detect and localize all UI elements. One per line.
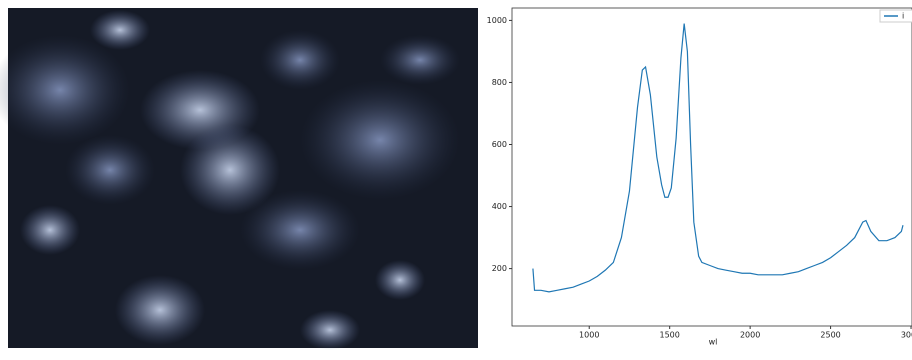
x-tick-label: 1500 xyxy=(660,331,680,340)
chart: wl 200 400 600 800 1000 1000 1500 2000 2500 3000 i xyxy=(487,7,912,347)
legend-label: i xyxy=(902,12,904,21)
y-tick-label: 800 xyxy=(492,78,507,87)
microscope-photo xyxy=(0,8,478,350)
y-tick-label: 200 xyxy=(492,264,507,273)
plot-frame xyxy=(511,7,912,327)
y-tick-label: 1000 xyxy=(487,16,507,25)
x-tick-label: 3000 xyxy=(901,331,912,340)
y-tick-label: 400 xyxy=(492,202,507,211)
x-tick-label: 2000 xyxy=(740,331,760,340)
x-axis-label: wl xyxy=(709,338,718,347)
y-tick-label: 600 xyxy=(492,140,507,149)
x-tick-label: 2500 xyxy=(820,331,840,340)
x-tick-label: 1000 xyxy=(579,331,599,340)
line xyxy=(532,23,904,293)
